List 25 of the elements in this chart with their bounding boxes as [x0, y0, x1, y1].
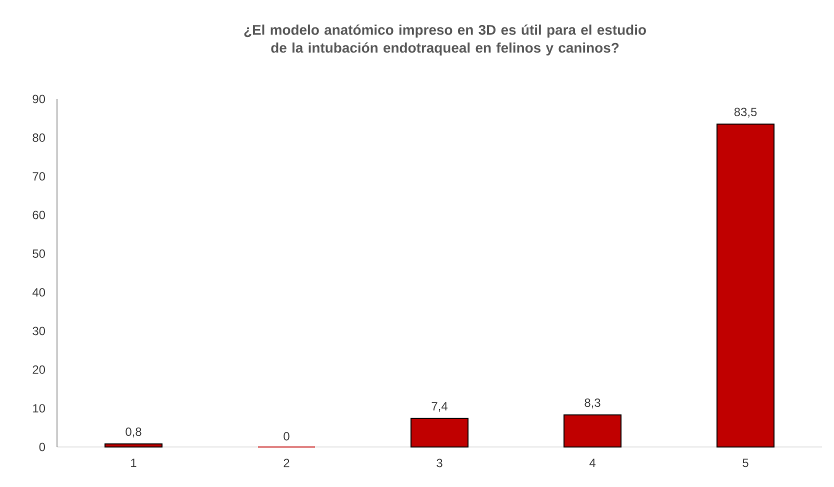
x-tick-label: 3 — [436, 458, 442, 468]
data-label: 83,5 — [734, 108, 757, 118]
data-label: 0 — [284, 432, 290, 440]
x-tick-label: 1 — [131, 458, 136, 467]
x-tick-label: 4 — [589, 458, 596, 467]
data-label: 0,8 — [126, 428, 142, 438]
bar — [410, 418, 469, 448]
bar — [104, 443, 163, 448]
data-label: 8,3 — [584, 398, 600, 408]
bar — [716, 124, 775, 448]
data-label: 7,4 — [432, 402, 448, 412]
y-tick-label: 60 — [32, 210, 46, 220]
y-tick-label: 80 — [32, 133, 46, 142]
y-tick-label: 40 — [32, 288, 46, 297]
y-tick-label: 50 — [32, 249, 46, 258]
x-tick-label: 5 — [742, 458, 748, 468]
y-tick-label: 30 — [32, 326, 46, 336]
chart-title: ¿El modelo anatómico impreso en 3D es útil para el estudio de la intubación endotraqueal en felinos y caninos? — [244, 24, 646, 56]
y-tick-label: 90 — [32, 94, 46, 104]
x-tick-label: 2 — [284, 458, 290, 468]
y-tick-label: 0 — [39, 442, 46, 452]
y-tick-label: 70 — [32, 172, 46, 181]
bar — [564, 414, 622, 448]
y-tick-label: 20 — [32, 365, 46, 374]
y-tick-label: 10 — [33, 404, 46, 413]
